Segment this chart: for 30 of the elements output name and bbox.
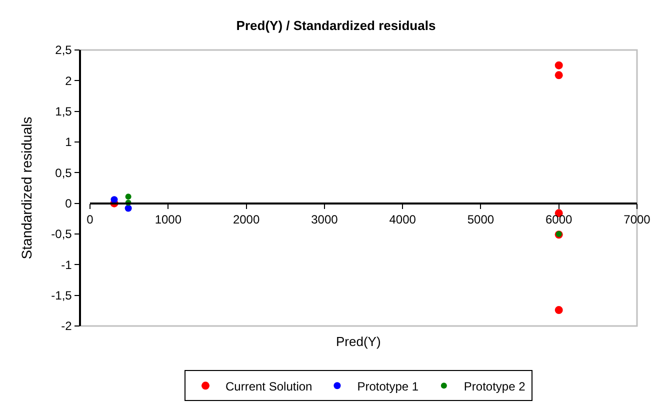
- x-tick-label: 3000: [311, 212, 338, 226]
- legend-label: Prototype 2: [464, 379, 526, 394]
- y-tick-label: -2: [61, 319, 72, 334]
- x-tick-label: 7000: [624, 212, 651, 226]
- legend-label: Prototype 1: [357, 379, 419, 394]
- x-tick-label: 5000: [467, 212, 494, 226]
- x-tick-label: 0: [86, 212, 94, 226]
- y-tick-label: 0: [65, 196, 72, 211]
- legend-label: Current Solution: [226, 379, 312, 394]
- point: [554, 306, 563, 314]
- x-tick-label: 1000: [154, 212, 182, 226]
- point: [124, 204, 132, 212]
- y-axis-title: Standardized residuals: [18, 116, 34, 260]
- y-tick-label: -0,5: [51, 227, 72, 242]
- point: [110, 196, 118, 204]
- y-tick-label: 0,5: [55, 166, 72, 180]
- point: [554, 61, 563, 70]
- y-tick-label: 1: [65, 135, 72, 150]
- x-tick-label: 6000: [546, 212, 573, 226]
- y-tick-label: -1: [61, 258, 72, 272]
- x-tick-label: 2000: [232, 212, 260, 226]
- x-tick-label: 4000: [389, 212, 416, 226]
- point: [554, 71, 563, 80]
- y-tick-label: 2,5: [55, 43, 72, 58]
- x-axis-title: Pred(Y): [336, 334, 381, 349]
- y-tick-label: 2: [65, 74, 72, 88]
- y-tick-label: 1,5: [55, 104, 72, 119]
- point: [125, 194, 132, 200]
- chart-title: Pred(Y) / Standardized residuals: [236, 18, 436, 33]
- y-tick-label: -1,5: [51, 288, 72, 303]
